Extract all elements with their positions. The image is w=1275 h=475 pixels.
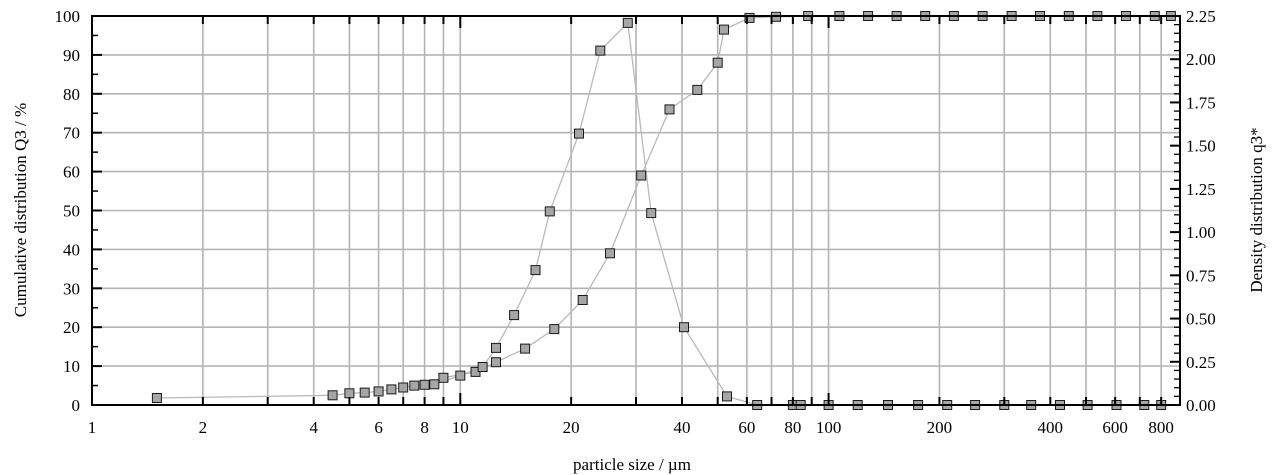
series-2-point — [722, 391, 732, 402]
x-tick-label: 800 — [1148, 418, 1174, 437]
series-1-point — [344, 388, 355, 399]
y-right-tick-label: 1.00 — [1186, 223, 1216, 242]
series-2-point — [491, 342, 501, 353]
series-1-point — [664, 104, 675, 115]
series-2-point — [477, 362, 488, 372]
series-1-point — [386, 384, 397, 395]
series-1-point — [398, 382, 409, 393]
x-tick-label: 80 — [784, 418, 801, 437]
y-right-tick-label: 1.75 — [1186, 93, 1216, 112]
y-left-tick-label: 40 — [63, 240, 80, 259]
y-left-tick-label: 90 — [63, 46, 80, 65]
x-tick-label: 200 — [927, 418, 953, 437]
y-left-tick-label: 10 — [63, 357, 80, 376]
series-2-point — [530, 265, 541, 276]
y-right-tick-label: 2.25 — [1186, 7, 1216, 26]
y-right-tick-label: 0.00 — [1186, 396, 1216, 415]
y-left-tick-label: 80 — [63, 85, 80, 104]
x-tick-label: 100 — [816, 418, 842, 437]
tick-label-layer: 1 2 4 6 8 10 20 40 60 80 100 200 400 600 800 0 10 20 30 40 5… — [55, 7, 1216, 437]
series-1-point — [409, 380, 420, 391]
series-2-point — [455, 370, 466, 381]
x-tick-label: 60 — [738, 418, 755, 437]
tick-layer — [91, 15, 1181, 406]
series-1-point — [577, 295, 588, 305]
y-left-tick-label: 0 — [72, 396, 81, 415]
x-tick-label: 1 — [88, 418, 97, 437]
y-axis-right-title: Density distribution q3* — [1247, 127, 1266, 292]
y-right-tick-label: 1.50 — [1186, 137, 1216, 156]
y-axis-left-title: Cumulative distribution Q3 / % — [11, 103, 30, 317]
x-tick-label: 400 — [1038, 418, 1064, 437]
y-left-tick-label: 60 — [63, 163, 80, 182]
series-1-point — [419, 379, 430, 390]
x-tick-label: 600 — [1102, 418, 1128, 437]
series-2-point — [509, 310, 520, 321]
series-1-point — [438, 372, 449, 383]
x-tick-label: 20 — [563, 418, 580, 437]
series-1-point — [692, 84, 703, 95]
x-tick-label: 4 — [309, 418, 318, 437]
x-tick-label: 8 — [420, 418, 429, 437]
series-1-line — [156, 15, 1171, 399]
x-tick-label: 6 — [374, 418, 383, 437]
series-2-point — [679, 322, 689, 333]
y-left-tick-label: 50 — [63, 202, 80, 221]
series-1-point — [744, 12, 755, 23]
x-tick-label: 2 — [199, 418, 208, 437]
series-2-point — [429, 379, 440, 390]
x-tick-label: 40 — [674, 418, 691, 437]
y-left-tick-label: 70 — [63, 124, 80, 143]
y-right-tick-label: 0.25 — [1186, 353, 1216, 372]
y-right-tick-label: 0.75 — [1186, 266, 1216, 285]
series-1-point — [327, 390, 338, 401]
series-2-line — [434, 21, 1162, 406]
y-left-tick-label: 30 — [63, 279, 80, 298]
y-right-tick-label: 0.50 — [1186, 310, 1216, 329]
series-2-point — [574, 128, 584, 139]
y-left-tick-label: 100 — [55, 7, 81, 26]
grid-layer — [91, 15, 1181, 406]
series-2-point — [595, 45, 606, 56]
x-axis-title: particle size / µm — [573, 455, 691, 474]
series-1-point — [719, 24, 729, 35]
series-1-point — [151, 393, 162, 403]
y-right-tick-label: 2.00 — [1186, 50, 1216, 69]
series-2-point — [544, 206, 555, 217]
series-1-point — [520, 343, 531, 354]
series-1-point — [605, 248, 615, 259]
y-right-tick-label: 1.25 — [1186, 180, 1216, 199]
series-1-point — [636, 170, 647, 181]
y-left-tick-label: 20 — [63, 318, 80, 337]
series-2-point — [646, 208, 657, 219]
series-1-point — [549, 324, 560, 335]
series-1-point — [359, 387, 370, 398]
x-tick-label: 10 — [452, 418, 469, 437]
series-2-point — [622, 17, 633, 28]
series-1-point — [491, 357, 501, 368]
series-1-point — [373, 386, 384, 397]
series-1-point — [712, 57, 723, 68]
